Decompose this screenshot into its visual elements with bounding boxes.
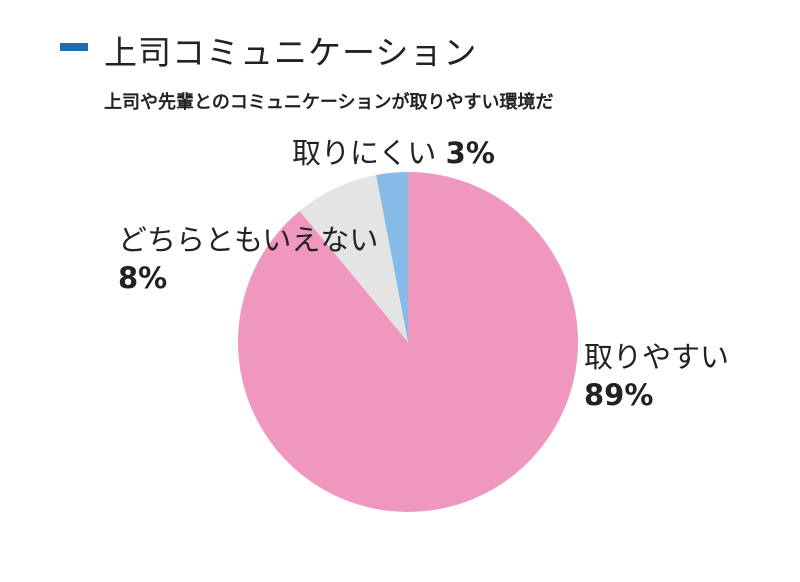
slice-label-text: 取りにくい (292, 136, 437, 170)
pie-slice-1 (299, 175, 408, 342)
slice-value-label: 89% (584, 378, 654, 412)
chart-title: 上司コミュニケーション (104, 33, 478, 72)
slice-label-text: 取りやすい (584, 340, 730, 374)
pie-slice-2 (376, 172, 408, 342)
slice-label-neutral: どちらともいえない 8% (118, 221, 378, 297)
slice-label-easy: 取りやすい 89% (584, 338, 729, 414)
slice-label-hard: 取りにくい 3% (292, 134, 495, 172)
slice-label-text: どちらともいえない (118, 223, 379, 257)
pie-slice-0 (238, 172, 578, 513)
slice-value-label: 3% (445, 136, 495, 170)
chart-subtitle: 上司や先輩とのコミュニケーションが取りやすい環境だ (104, 92, 554, 113)
slice-value-label: 8% (118, 261, 168, 295)
title-marker (60, 43, 88, 51)
